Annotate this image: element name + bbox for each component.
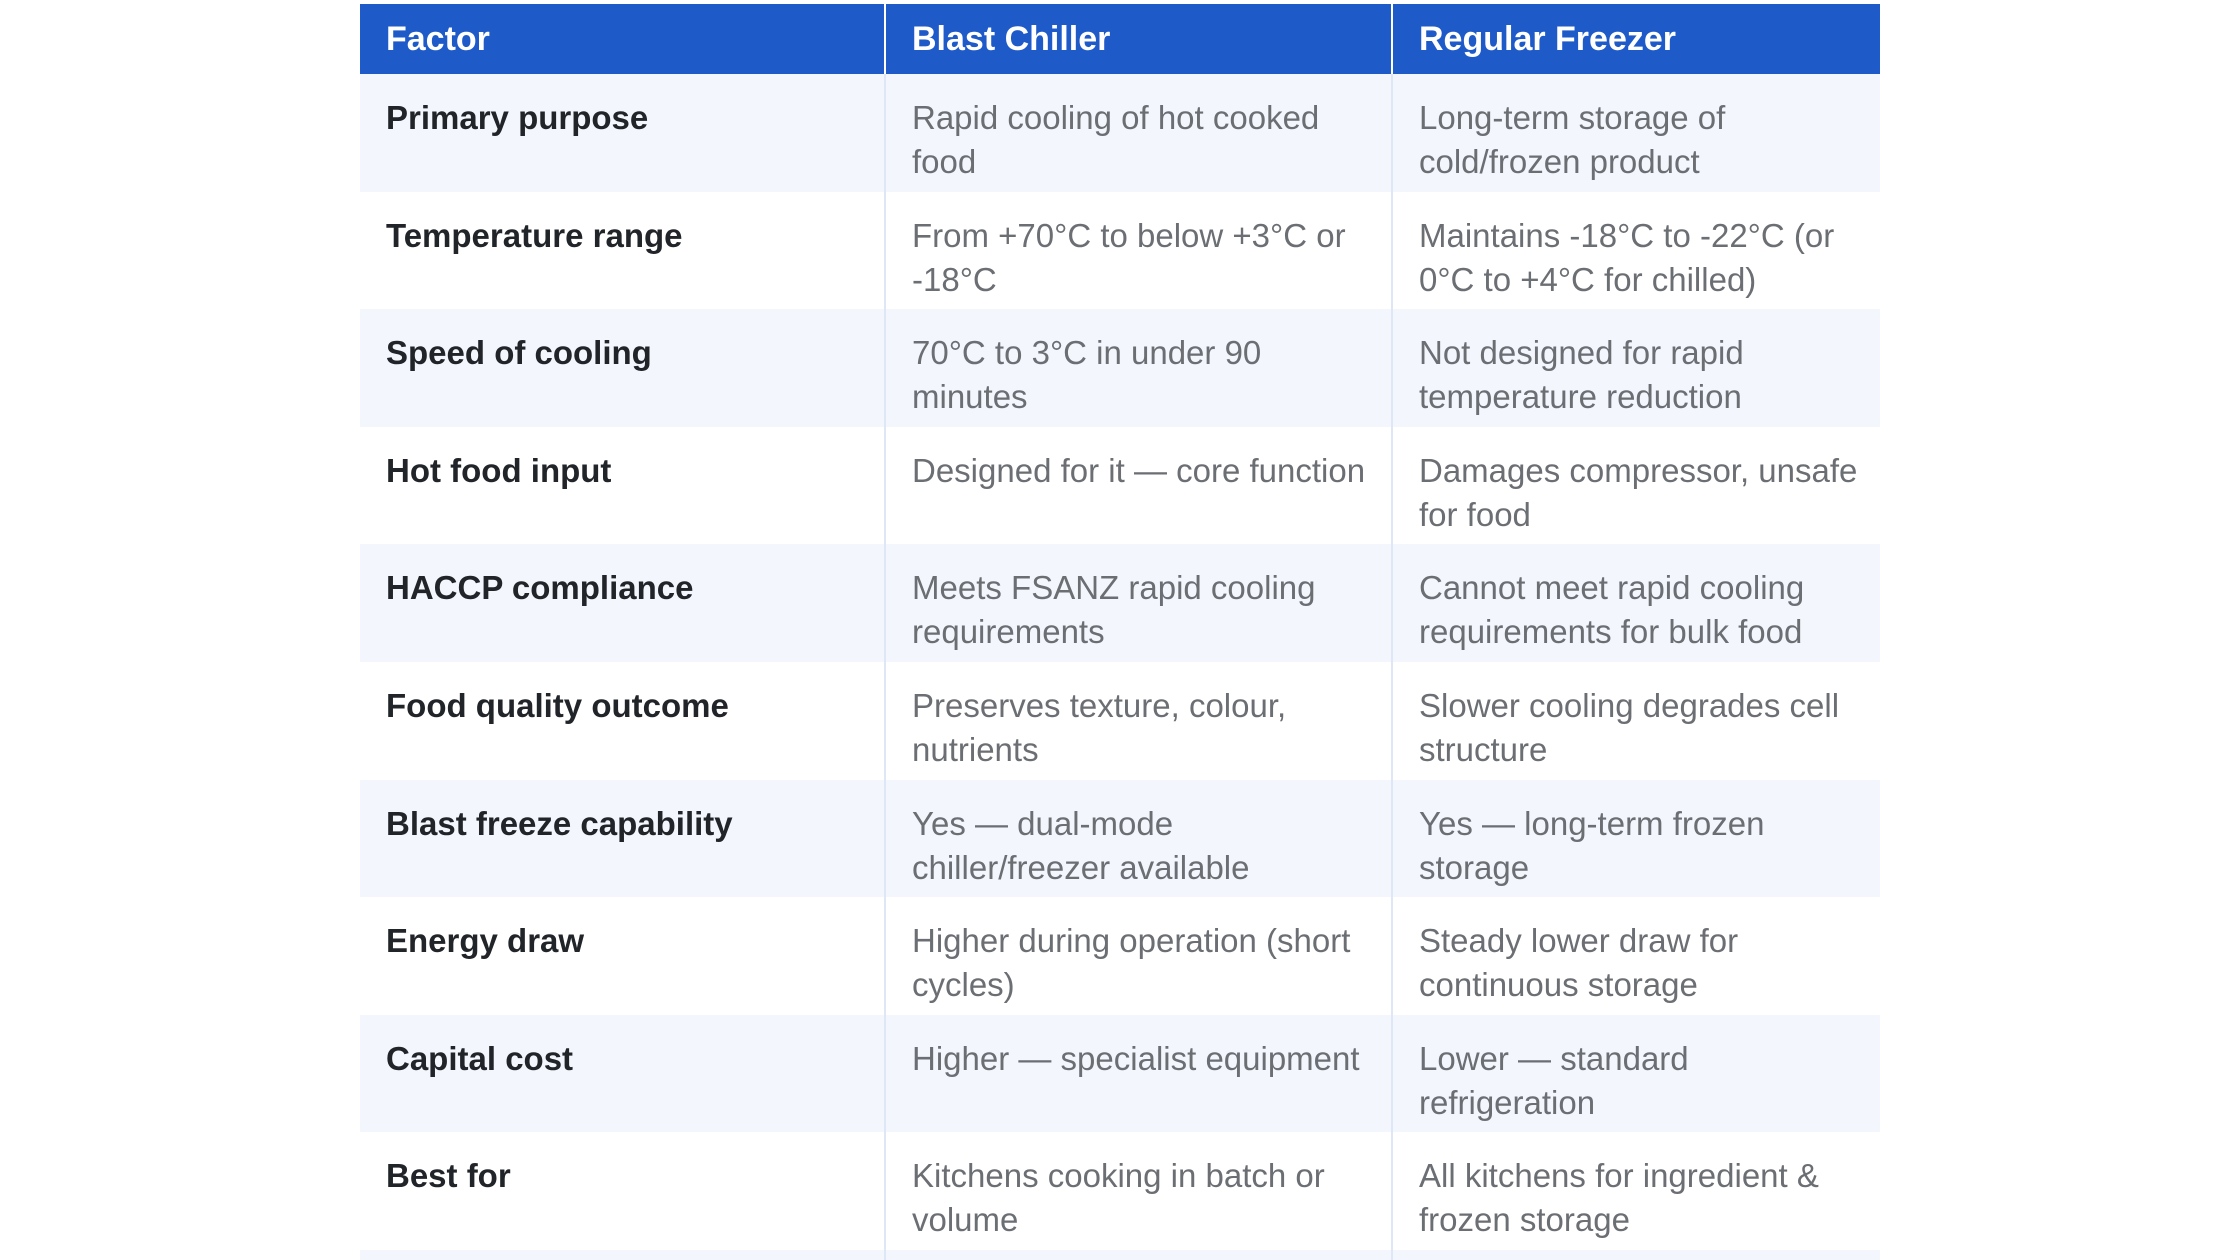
table-row: Primary purpose Rapid cooling of hot cook… [360,74,1880,192]
factor-cell [360,1249,885,1260]
value-cell: Preserves texture, colour, nutrients [884,661,1392,780]
table-row: Hot food input Designed for it — core fun… [360,426,1880,545]
column-header-factor: Factor [360,4,885,74]
factor-cell: Food quality outcome [360,661,885,780]
value-cell: Steady lower draw for continuous storage [1391,897,1880,1015]
value-cell: Yes — dual-mode chiller/freezer availabl… [884,779,1392,898]
table-row-partial [360,1249,1880,1260]
factor-cell: Hot food input [360,426,885,545]
value-cell: Higher — specialist equipment [884,1014,1392,1133]
table-row: Food quality outcome Preserves texture, c… [360,661,1880,780]
factor-cell: Best for [360,1132,885,1250]
value-cell: Yes — long-term frozen storage [1391,779,1880,898]
factor-cell: Temperature range [360,191,885,310]
factor-cell: Energy draw [360,897,885,1015]
factor-cell: HACCP compliance [360,544,885,662]
table-row: Capital cost Higher — specialist equipmen… [360,1014,1880,1133]
value-cell: From +70°C to below +3°C or -18°C [884,191,1392,310]
value-cell: Not designed for rapid temperature reduc… [1391,309,1880,427]
value-cell: Long-term storage of cold/frozen product [1391,74,1880,192]
value-cell: Kitchens cooking in batch or volume [884,1132,1392,1250]
factor-cell: Capital cost [360,1014,885,1133]
column-header-regular-freezer: Regular Freezer [1391,4,1880,74]
value-cell: Meets FSANZ rapid cooling requirements [884,544,1392,662]
table-row: Temperature range From +70°C to below +3°… [360,191,1880,310]
factor-cell: Blast freeze capability [360,779,885,898]
value-cell: Cannot meet rapid cooling requirements f… [1391,544,1880,662]
value-cell: Maintains -18°C to -22°C (or 0°C to +4°C… [1391,191,1880,310]
column-header-blast-chiller: Blast Chiller [884,4,1392,74]
value-cell: Damages compressor, unsafe for food [1391,426,1880,545]
value-cell: Designed for it — core function [884,426,1392,545]
table-row: Best for Kitchens cooking in batch or vol… [360,1132,1880,1250]
value-cell [884,1249,1392,1260]
table-row: Blast freeze capability Yes — dual-mode c… [360,779,1880,898]
value-cell: Slower cooling degrades cell structure [1391,661,1880,780]
value-cell: All kitchens for ingredient & frozen sto… [1391,1132,1880,1250]
header-row: Factor Blast Chiller Regular Freezer [360,4,1880,74]
table-row: HACCP compliance Meets FSANZ rapid coolin… [360,544,1880,662]
table-row: Energy draw Higher during operation (shor… [360,897,1880,1015]
value-cell: 70°C to 3°C in under 90 minutes [884,309,1392,427]
factor-cell: Primary purpose [360,74,885,192]
value-cell: Lower — standard refrigeration [1391,1014,1880,1133]
table-row: Speed of cooling 70°C to 3°C in under 90 … [360,309,1880,427]
comparison-table: Factor Blast Chiller Regular Freezer Pri… [360,4,1880,1260]
value-cell: Higher during operation (short cycles) [884,897,1392,1015]
factor-cell: Speed of cooling [360,309,885,427]
value-cell [1391,1249,1880,1260]
value-cell: Rapid cooling of hot cooked food [884,74,1392,192]
